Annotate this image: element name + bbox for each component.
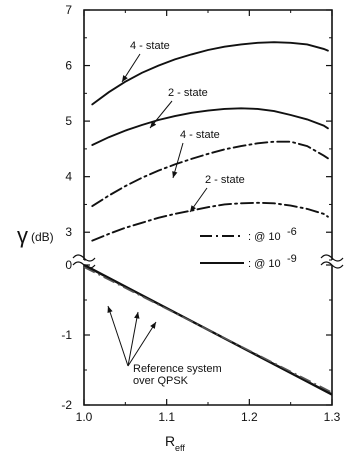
curve-dash-dot-4-state (91, 140, 329, 208)
x-tick-label: 1.0 (76, 410, 93, 424)
lower-axes: 0 -1 -2 1.0 1.1 1.2 1.3 (61, 258, 340, 424)
reference-annotation-line1: Reference system (133, 363, 222, 375)
legend-label: : @ 10 (248, 258, 281, 270)
y-axis-unit: (dB) (31, 230, 54, 244)
reference-annotation-arrow (127, 321, 157, 367)
upper-y-tick-label: 7 (65, 3, 72, 17)
axis-break-right-upper (320, 254, 344, 262)
y-axis-symbol: γ (17, 223, 28, 248)
legend-exponent: -6 (287, 226, 297, 238)
curve-label-arrowhead (172, 171, 178, 178)
reference-annotation-line2: over QPSK (133, 375, 189, 387)
curve-label: 4 - state (180, 129, 220, 141)
curve-label: 2 - state (168, 87, 208, 99)
lower-y-tick-label: -2 (61, 398, 72, 412)
lower-curves (83, 263, 333, 396)
curve-label-arrowhead (150, 121, 157, 128)
lower-y-tick-label: -1 (61, 328, 72, 342)
curve-dash-dot-2-state (91, 201, 329, 242)
reference-annotation-arrow (127, 311, 139, 367)
reference-annotation-arrow (107, 305, 129, 367)
reference-curve-dash-dot (83, 266, 333, 394)
x-tick-label: 1.1 (158, 410, 175, 424)
curve-label: 2 - state (205, 174, 245, 186)
axis-break-left-upper (72, 254, 96, 262)
upper-axes: 3 4 5 6 7 (65, 3, 344, 269)
upper-curves (91, 41, 329, 242)
annotations: 4 - state 2 - state 4 - state 2 - state Refe… (107, 40, 245, 387)
reference-annotation-arrowhead (150, 322, 156, 329)
x-axis-label-subscript: eff (175, 443, 185, 453)
legend: : @ 10 -6 : @ 10 -9 (200, 226, 297, 270)
x-tick-label: 1.3 (324, 410, 341, 424)
reference-annotation-arrowhead (107, 306, 113, 313)
curve-solid-4-state (91, 41, 329, 106)
curve-solid-2-state (91, 107, 329, 146)
curve-label-arrowhead (122, 75, 128, 82)
reference-annotation-arrowhead (134, 312, 140, 319)
curve-label: 4 - state (130, 40, 170, 52)
upper-y-tick-label: 3 (65, 225, 72, 239)
lower-frame (83, 265, 333, 406)
legend-label: : @ 10 (248, 231, 281, 243)
x-tick-label: 1.2 (241, 410, 258, 424)
upper-y-tick-label: 6 (65, 59, 72, 73)
legend-exponent: -9 (287, 253, 297, 265)
upper-y-tick-label: 5 (65, 114, 72, 128)
lower-y-tick-label: 0 (65, 258, 72, 272)
x-axis-label: R (165, 433, 175, 449)
upper-y-tick-label: 4 (65, 170, 72, 184)
curve-label-arrowhead (190, 205, 196, 212)
